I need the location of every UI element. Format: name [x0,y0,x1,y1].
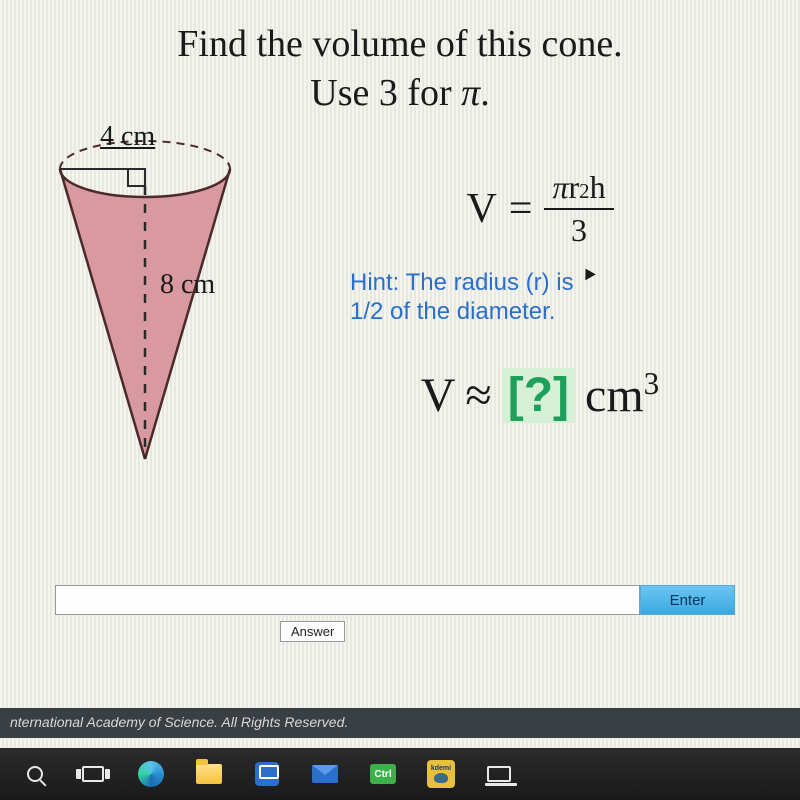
height-label: 8 cm [160,269,215,301]
cursor-icon [580,270,594,290]
formula-column: V = π r2 h 3 Hint: The radius (r) is 1/2… [280,129,760,424]
answer-tooltip: Answer [280,621,345,642]
answer-placeholder: [?] [502,368,575,423]
volume-formula: V = π r2 h 3 [320,169,760,249]
answer-input[interactable] [55,585,640,615]
windows-taskbar[interactable]: Ctrl kdemi [0,748,800,800]
kdemi-app-icon[interactable]: kdemi [426,759,456,789]
laptop-icon[interactable] [484,759,514,789]
hint-text: Hint: The radius (r) is 1/2 of the diame… [320,269,760,327]
edge-browser-icon[interactable] [136,759,166,789]
copyright-footer: nternational Academy of Science. All Rig… [0,708,800,738]
formula-denominator: 3 [571,210,587,249]
green-app-icon[interactable]: Ctrl [368,759,398,789]
search-icon[interactable] [20,759,50,789]
file-explorer-icon[interactable] [194,759,224,789]
worksheet-area: Find the volume of this cone. Use 3 for … [0,0,800,800]
cone-svg [40,129,280,479]
answer-expression: V ≈ [?] cm3 [320,366,760,423]
pi-symbol: π [461,72,480,114]
title-line-1: Find the volume of this cone. [40,20,760,69]
answer-input-row: Enter [55,585,735,615]
main-row: 4 cm 8 cm V [40,129,760,479]
mail-icon[interactable] [310,759,340,789]
cone-diagram: 4 cm 8 cm [40,129,280,479]
title-line-2: Use 3 for π. [40,69,760,118]
task-view-icon[interactable] [78,759,108,789]
microsoft-store-icon[interactable] [252,759,282,789]
problem-title: Find the volume of this cone. Use 3 for … [40,20,760,119]
radius-label: 4 cm [100,121,155,153]
enter-button[interactable]: Enter [640,585,735,615]
formula-numerator: π r2 h [544,169,613,210]
formula-fraction: π r2 h 3 [544,169,613,249]
